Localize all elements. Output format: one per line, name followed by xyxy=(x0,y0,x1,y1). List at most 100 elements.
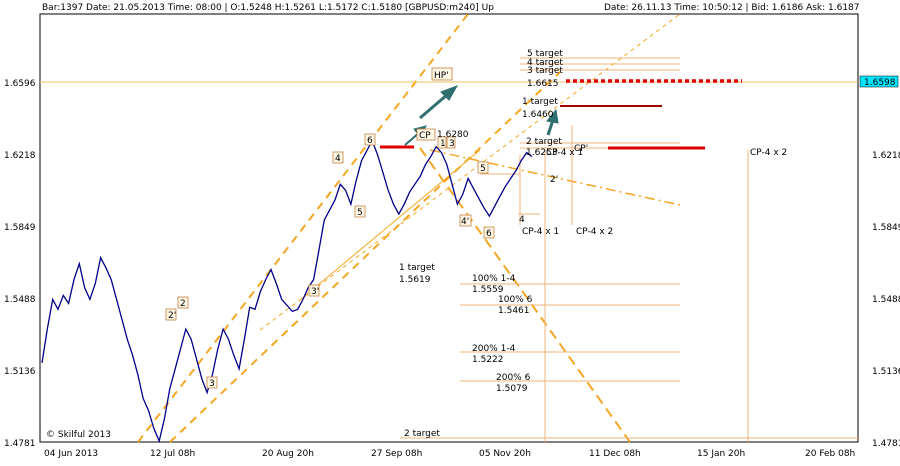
y-tick-label: 1.5136 xyxy=(4,367,36,377)
y-tick-label: 1.6596 xyxy=(4,79,36,89)
watermark-text: © Skilful 2013 xyxy=(46,430,111,440)
current-price-tag xyxy=(859,75,899,88)
wave-label-box xyxy=(332,151,344,164)
y-tick-label: 1.5488 xyxy=(4,295,36,305)
annotation-text: 4 target xyxy=(527,58,563,68)
x-tick-label: 20 Feb 08h xyxy=(805,449,855,459)
wave-label-box xyxy=(446,136,456,149)
y-tick-label-right: 1.5488 xyxy=(872,295,900,305)
trend-line xyxy=(259,13,681,331)
y-tick-label-right: 1.6218 xyxy=(872,151,900,161)
annotation-text: 100% 6 xyxy=(498,295,533,305)
wave-label-text: 5 xyxy=(480,164,486,174)
annotation-text: 1.5461 xyxy=(498,306,530,316)
wave-label-box xyxy=(459,214,472,227)
header-right-text: Date: 26.11.13 Time: 10:50:12 | Bid: 1.6… xyxy=(604,3,860,13)
wave-label-text: 3' xyxy=(311,287,319,297)
arrow-head-icon xyxy=(440,85,459,101)
x-tick-label: 11 Dec 08h xyxy=(589,449,641,459)
annotation-text: 1.6460 xyxy=(522,110,554,120)
wave-label-text: 5 xyxy=(357,208,363,218)
y-tick-label: 1.5849 xyxy=(4,223,36,233)
current-price-tag-label: 1.6598 xyxy=(864,78,896,88)
wave-label-box xyxy=(364,133,376,146)
annotation-text: 1.5619 xyxy=(399,275,431,285)
annotation-text: 1.5559 xyxy=(472,285,504,295)
annotation-text: 2 target xyxy=(404,429,440,439)
y-tick-label: 1.4781 xyxy=(4,439,36,449)
arrow-shaft xyxy=(546,119,555,136)
annotation-text: 1.6280 xyxy=(437,130,469,140)
annotation-text: 200% 1-4 xyxy=(472,344,516,354)
trend-line xyxy=(429,149,681,206)
annotation-text: CP-4 x 2 xyxy=(750,148,787,158)
trend-lines xyxy=(137,13,681,443)
annotation-text: 2 target xyxy=(526,137,562,147)
arrow-head-icon xyxy=(546,108,559,124)
wave-label-box xyxy=(477,161,489,174)
header-left-text: Bar:1397 Date: 21.05.2013 Time: 08:00 | … xyxy=(42,3,494,13)
annotation-text: 1.5079 xyxy=(496,384,528,394)
wave-label-box xyxy=(165,308,177,321)
level-lines xyxy=(40,57,858,439)
annotation-text: 1 target xyxy=(522,97,558,107)
y-tick-label-right: 1.5849 xyxy=(872,223,900,233)
annotation-text: 1.6253 xyxy=(526,148,558,158)
x-tick-label: 12 Jul 08h xyxy=(150,449,195,459)
x-tick-label: 05 Nov 20h xyxy=(479,449,531,459)
annotation-text: CP-4 x 1 xyxy=(546,148,583,158)
annotation-text: 3 target xyxy=(527,66,563,76)
y-tick-label-right: 1.4781 xyxy=(872,439,900,449)
x-tick-label: 20 Aug 20h xyxy=(262,449,314,459)
trend-line xyxy=(169,71,561,443)
red-markers xyxy=(380,79,742,150)
arrow-shaft xyxy=(419,92,449,120)
annotation-text: 1 target xyxy=(399,263,435,273)
x-tick-label: 27 Sep 08h xyxy=(371,449,422,459)
wave-labels: 2' 2 3 3' 4 5 6 CP 1 3 5 4' 6 H xyxy=(165,67,495,389)
wave-label-text: 2' xyxy=(168,311,176,321)
annotation-text: 2' xyxy=(550,175,558,185)
wave-label-box xyxy=(431,67,453,81)
wave-label-box xyxy=(354,205,366,218)
x-tick-label: 04 Jun 2013 xyxy=(44,449,98,459)
wave-label-text: 3 xyxy=(209,379,215,389)
annotation-text: CP-4 x 2 xyxy=(576,227,613,237)
wave-label-text: 4 xyxy=(335,154,341,164)
wave-label-text: 3 xyxy=(449,139,455,149)
annotation-text: 200% 6 xyxy=(496,373,531,383)
wave-label-text: 6 xyxy=(486,229,492,239)
annotation-text: CP' xyxy=(574,144,588,154)
wave-label-box xyxy=(206,376,218,389)
wave-label-box xyxy=(483,226,495,239)
wave-label-box xyxy=(437,136,447,149)
annotation-text: 4 xyxy=(519,215,525,225)
x-axis-ticks: 04 Jun 2013 12 Jul 08h 20 Aug 20h 27 Sep… xyxy=(44,449,855,459)
wave-label-text: CP xyxy=(419,131,431,141)
wave-label-text: 6 xyxy=(367,136,373,146)
annotation-text: CP-4 x 1 xyxy=(522,227,559,237)
vertical-lines xyxy=(519,125,749,442)
x-tick-label: 15 Jan 20h xyxy=(697,449,745,459)
wave-label-box xyxy=(177,296,189,309)
annotation-text: 100% 1-4 xyxy=(472,274,516,284)
annotation-text: 1.5222 xyxy=(472,355,504,365)
annotation-text: 5 target xyxy=(527,49,563,59)
trend-line xyxy=(419,147,631,443)
wave-label-text: HP' xyxy=(434,71,449,81)
y-tick-label: 1.6218 xyxy=(4,151,36,161)
wave-label-box xyxy=(308,284,320,297)
annotation-text: 1.6615 xyxy=(527,79,559,89)
y-axis-ticks: 1.6596 1.6218 1.5849 1.5488 1.5136 1.478… xyxy=(4,79,900,449)
trend-line xyxy=(299,149,481,301)
wave-label-text: 1 xyxy=(440,139,446,149)
wave-label-box xyxy=(416,128,436,141)
wave-label-text: 2 xyxy=(180,299,186,309)
annotations: 5 target 4 target 3 target 1.6615 1 targ… xyxy=(399,49,787,439)
trend-line xyxy=(137,13,469,443)
price-series-line xyxy=(41,139,533,444)
wave-label-text: 4' xyxy=(461,217,469,227)
y-tick-label-right: 1.5136 xyxy=(872,367,900,377)
